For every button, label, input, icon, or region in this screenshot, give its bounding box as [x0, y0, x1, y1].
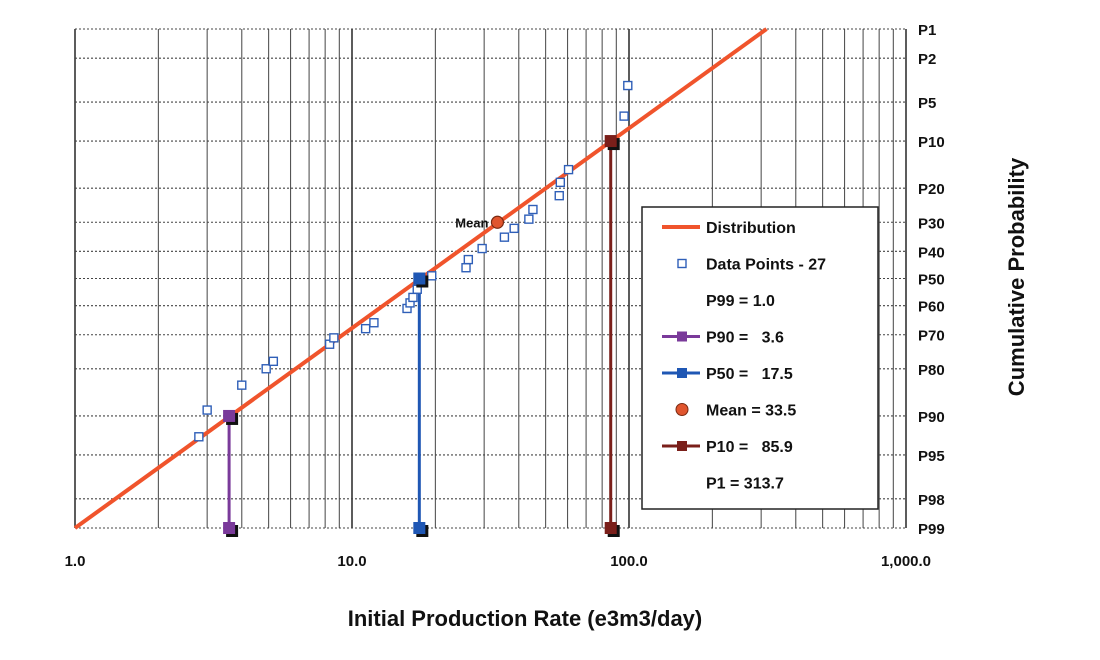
x-axis-title: Initial Production Rate (e3m3/day) [348, 606, 703, 631]
mean-annotation: Mean [455, 215, 488, 230]
legend-label: P90 = 3.6 [706, 330, 784, 347]
x-tick-label: 1.0 [65, 553, 86, 570]
data-points [194, 80, 633, 442]
data-point [563, 164, 574, 175]
legend-box [641, 206, 879, 510]
data-point [555, 177, 566, 188]
y-tick-label: P90 [918, 409, 945, 426]
legend-label: Mean = 33.5 [706, 403, 796, 420]
y-tick-label: P30 [918, 215, 945, 232]
percentile-marker [413, 522, 426, 534]
y-tick-label: P40 [918, 244, 945, 261]
data-point [408, 292, 418, 303]
data-point [499, 232, 510, 242]
data-point [268, 356, 279, 367]
data-point [619, 111, 629, 121]
legend-square-swatch [677, 258, 687, 269]
legend-marker-swatch [677, 331, 687, 342]
data-point [261, 364, 271, 374]
legend-label: P10 = 85.9 [706, 439, 793, 456]
x-tick-label: 1,000.0 [881, 553, 931, 570]
y-tick-label: P98 [918, 492, 945, 509]
data-point [528, 204, 538, 215]
data-point [329, 333, 339, 343]
x-tick-labels: 1.0 10.0 100.0 1,000.0 [65, 553, 931, 570]
data-point [202, 405, 212, 415]
y-axis-title: Cumulative Probability [1004, 157, 1029, 396]
legend: Distribution Data Points - 27 P99 = 1.0 P90… [641, 206, 879, 510]
data-point [477, 243, 487, 254]
data-point [509, 223, 519, 234]
x-tick-label: 100.0 [610, 553, 648, 570]
data-point [237, 380, 247, 390]
percentile-marker [413, 272, 426, 285]
x-tick-label: 10.0 [337, 553, 366, 570]
y-tick-label: P50 [918, 272, 945, 289]
y-tick-label: P10 [918, 134, 945, 151]
data-point [524, 214, 534, 224]
legend-label: Distribution [706, 220, 796, 237]
legend-marker-swatch [677, 368, 687, 378]
y-tick-label: P20 [918, 181, 945, 198]
y-tick-label: P5 [918, 95, 936, 112]
data-point [463, 254, 474, 265]
y-tick-label: P99 [918, 521, 945, 538]
legend-label: Data Points - 27 [706, 257, 826, 274]
data-point [427, 271, 437, 281]
data-point [194, 432, 204, 442]
mean-marker [490, 215, 505, 229]
data-point [554, 190, 564, 201]
legend-label: P1 = 313.7 [706, 476, 784, 493]
percentile-marker [223, 522, 236, 534]
percentile-markers: Mean [223, 135, 620, 537]
percentile-marker [604, 135, 617, 148]
y-tick-label: P95 [918, 448, 945, 465]
y-tick-labels: P1 P2 P5 P10 P20 P30 P40 P50 P60 P70 P80 P90 P95 P98 P… [918, 22, 945, 538]
percentile-marker [604, 522, 617, 534]
legend-label: P99 = 1.0 [706, 293, 775, 310]
data-point [369, 318, 379, 328]
legend-label: P50 = 17.5 [706, 366, 793, 383]
y-tick-label: P60 [918, 299, 945, 316]
percentile-marker [223, 409, 236, 422]
data-point [623, 80, 633, 91]
legend-marker-swatch [677, 441, 687, 451]
drop-lines [227, 141, 613, 528]
legend-circle-swatch [675, 403, 689, 416]
data-point [461, 263, 471, 273]
y-tick-label: P70 [918, 328, 945, 345]
data-point [360, 323, 371, 334]
y-tick-label: P1 [918, 22, 936, 39]
y-tick-label: P80 [918, 362, 945, 379]
y-tick-label: P2 [918, 51, 936, 68]
